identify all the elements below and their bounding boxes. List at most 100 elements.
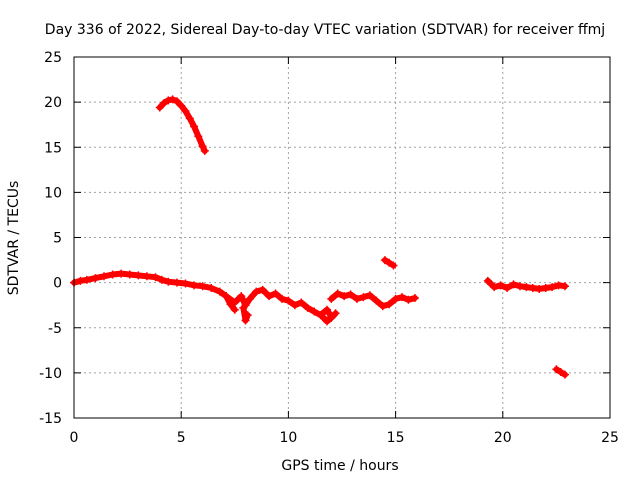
y-axis-label: SDTVAR / TECUs (6, 181, 22, 296)
data-point (164, 277, 173, 286)
data-point (389, 261, 398, 270)
y-tick-label: 10 (44, 185, 62, 201)
data-point (265, 292, 274, 301)
y-tick-label: -15 (39, 411, 62, 427)
data-point (200, 146, 209, 155)
data-point (172, 278, 181, 287)
data-point (82, 275, 91, 284)
data-point (271, 289, 280, 298)
series-arc-end (552, 365, 569, 379)
data-point (359, 293, 368, 302)
data-point (535, 284, 544, 293)
data-point (528, 284, 537, 293)
data-point (222, 292, 231, 301)
data-point (353, 294, 362, 303)
grid-lines (74, 57, 610, 418)
data-point (230, 305, 239, 314)
data-point (322, 317, 331, 326)
data-point (207, 284, 216, 293)
y-tick-label: 15 (44, 140, 62, 156)
data-point (290, 301, 299, 310)
data-point (548, 283, 557, 292)
data-point (318, 312, 327, 321)
series-arc-small (380, 256, 398, 270)
data-point (398, 293, 407, 302)
data-point (190, 122, 199, 131)
data-point (181, 279, 190, 288)
series-line (319, 310, 339, 325)
data-point (340, 292, 349, 301)
data-point (346, 290, 355, 299)
data-point (198, 282, 207, 291)
series-arc-evening (483, 276, 569, 293)
data-point (372, 296, 381, 305)
series-arc-dip-a (222, 292, 239, 314)
series-line (71, 270, 335, 320)
data-point (117, 269, 126, 278)
data-point (258, 285, 267, 294)
data-point (515, 282, 524, 291)
data-point (385, 300, 394, 309)
data-point (410, 293, 419, 302)
data-point (100, 272, 109, 281)
y-tick-label: -10 (39, 366, 62, 382)
chart-title: Day 336 of 2022, Sidereal Day-to-day VTE… (45, 22, 605, 38)
data-point (190, 281, 199, 290)
data-point (198, 142, 207, 151)
y-tick-label: -5 (48, 321, 62, 337)
data-point (155, 103, 164, 112)
data-point (509, 280, 518, 289)
data-point (333, 289, 342, 298)
series-arc-late (327, 289, 419, 311)
data-point (160, 99, 169, 108)
x-tick-label: 15 (387, 430, 405, 446)
data-point (303, 303, 312, 312)
data-point (241, 316, 250, 325)
series-arc-high (155, 95, 209, 155)
y-tick-label: 5 (53, 231, 62, 247)
data-point (142, 272, 151, 281)
data-point (560, 282, 569, 291)
data-point (226, 300, 235, 309)
data-point (108, 270, 117, 279)
data-point (331, 309, 340, 318)
data-point (177, 101, 186, 110)
series-line (156, 96, 208, 154)
series-arc-late-low (318, 309, 340, 326)
data-point (125, 270, 134, 279)
data-point (181, 107, 190, 116)
data-point (365, 291, 374, 300)
data-point (185, 114, 194, 123)
data-point (157, 275, 166, 284)
data-point (522, 283, 531, 292)
data-point (496, 281, 505, 290)
data-point (134, 271, 143, 280)
data-point (404, 295, 413, 304)
data-point (215, 287, 224, 296)
data-point (194, 132, 203, 141)
data-point (245, 294, 254, 303)
data-point (284, 296, 293, 305)
x-tick-label: 20 (494, 430, 512, 446)
x-axis-label: GPS time / hours (281, 458, 398, 474)
data-point (237, 292, 246, 301)
data-point (322, 305, 331, 314)
series-arc-dip-b (239, 303, 252, 325)
data-point (560, 370, 569, 379)
x-tick-label: 0 (70, 430, 79, 446)
data-point (310, 307, 319, 316)
x-tick-label: 25 (601, 430, 619, 446)
data-point (554, 281, 563, 290)
y-tick-label: 20 (44, 95, 62, 111)
data-point (91, 274, 100, 283)
data-point (483, 276, 492, 285)
data-points (70, 95, 569, 379)
data-point (503, 284, 512, 293)
data-point (556, 367, 565, 376)
data-point (385, 258, 394, 267)
data-point (391, 294, 400, 303)
data-point (541, 284, 550, 293)
data-point (151, 273, 160, 282)
data-point (243, 311, 252, 320)
